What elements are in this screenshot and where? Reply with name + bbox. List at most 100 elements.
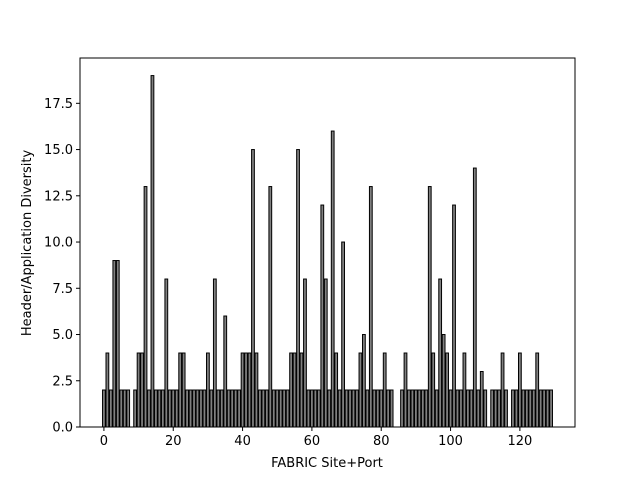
bar [441, 334, 446, 428]
bar [306, 389, 311, 428]
bar [479, 371, 484, 428]
bar [368, 186, 373, 428]
bar [344, 389, 349, 428]
bar [521, 389, 526, 428]
bar [424, 389, 429, 428]
bar [427, 186, 432, 428]
y-tick-label: 17.5 [44, 97, 73, 112]
bar [119, 389, 124, 428]
bar [122, 389, 127, 428]
bar [299, 352, 304, 428]
bar [174, 389, 179, 428]
bar [490, 389, 495, 428]
bar [469, 389, 474, 428]
bar [303, 278, 307, 428]
bar [244, 352, 248, 428]
bar [240, 352, 245, 428]
bar [226, 389, 231, 428]
y-tick-label: 7.5 [52, 282, 73, 297]
bar [355, 389, 359, 428]
bar [466, 389, 470, 428]
bar [102, 389, 106, 428]
bar [178, 352, 183, 428]
bar [264, 389, 269, 428]
bar [126, 389, 131, 428]
bar [434, 389, 439, 428]
bar [493, 389, 498, 428]
bar [206, 352, 210, 428]
bar [542, 389, 547, 428]
x-tick-label: 60 [304, 434, 321, 449]
bar [115, 260, 120, 428]
bar [389, 389, 394, 428]
x-axis-label: FABRIC Site+Port [271, 456, 383, 471]
bar [420, 389, 425, 428]
bar [209, 389, 214, 428]
bar [285, 389, 290, 428]
bar [150, 75, 155, 428]
bar [438, 278, 443, 428]
bar [171, 389, 176, 428]
bar [382, 352, 387, 428]
bar [316, 389, 321, 428]
bar [379, 389, 384, 428]
bar [133, 389, 138, 428]
bar [160, 389, 165, 428]
bar [417, 389, 422, 428]
bar [188, 389, 193, 428]
bar [261, 389, 266, 428]
bar [251, 149, 255, 428]
bar [414, 389, 418, 428]
bar [528, 389, 533, 428]
bar [337, 389, 342, 428]
bar [327, 389, 332, 428]
y-tick-label: 2.5 [52, 374, 73, 389]
bar [504, 389, 508, 428]
bar [375, 389, 380, 428]
y-tick-label: 15.0 [44, 143, 73, 158]
bar [164, 278, 169, 428]
y-tick-label: 5.0 [52, 328, 73, 343]
bar [386, 389, 391, 428]
x-tick-label: 100 [438, 434, 463, 449]
bar [448, 389, 453, 428]
bar [212, 278, 217, 428]
bar [500, 352, 505, 428]
bar [330, 130, 335, 428]
bar [258, 389, 262, 428]
bar [407, 389, 411, 428]
bar [185, 389, 189, 428]
bar [365, 389, 370, 428]
bar [549, 389, 553, 428]
bar [334, 352, 339, 428]
bar [351, 389, 356, 428]
bar [452, 204, 456, 428]
x-tick-label: 40 [234, 434, 251, 449]
bar [268, 186, 273, 428]
bar [254, 352, 259, 428]
x-tick-label: 20 [165, 434, 182, 449]
bar [108, 389, 113, 428]
x-tick-label: 80 [373, 434, 390, 449]
bar [497, 389, 501, 428]
bar [483, 389, 488, 428]
bar [275, 389, 280, 428]
bar [278, 389, 283, 428]
bar [514, 389, 519, 428]
bar [462, 352, 467, 428]
bar [223, 315, 228, 428]
bar [271, 389, 276, 428]
bar [289, 352, 293, 428]
y-tick-label: 0.0 [52, 421, 73, 436]
bar [310, 389, 314, 428]
bar [459, 389, 463, 428]
bar [140, 352, 144, 428]
bar [535, 352, 540, 428]
bar [202, 389, 207, 428]
bar [517, 352, 522, 428]
bar [431, 352, 436, 428]
bar [410, 389, 415, 428]
bar [292, 352, 297, 428]
bar [112, 260, 117, 428]
bar [154, 389, 158, 428]
